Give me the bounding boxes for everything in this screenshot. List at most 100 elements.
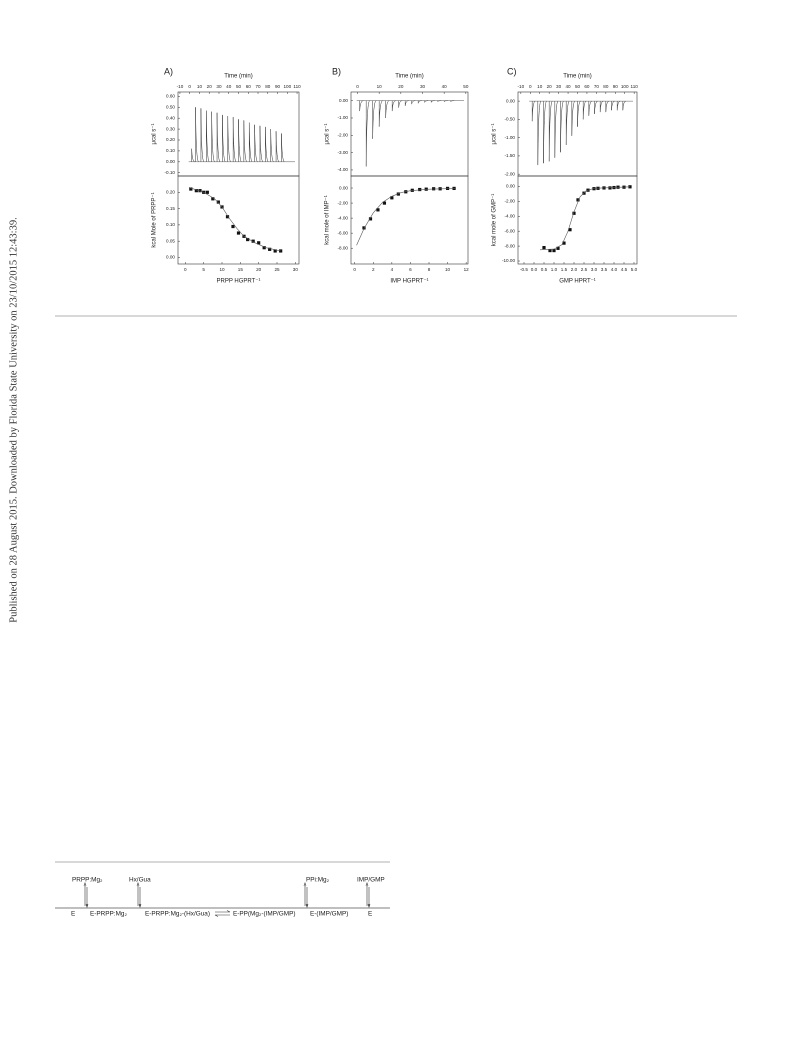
x-tick-label: -10 xyxy=(518,84,525,89)
injection-peak xyxy=(372,100,377,139)
data-point xyxy=(418,187,422,192)
x-tick-label: 110 xyxy=(293,84,301,89)
x-tick-label: 0.5 xyxy=(541,267,548,272)
y-tick-label: -8.00 xyxy=(338,245,349,250)
injection-peak xyxy=(450,100,455,103)
y-tick-label: -8.00 xyxy=(505,243,516,248)
injection-peak xyxy=(548,100,553,162)
y-tick-label: 0.10 xyxy=(166,148,175,153)
x-tick-label: 0 xyxy=(356,84,359,89)
x-tick-label: 20 xyxy=(547,84,553,89)
y-tick-label: 0.00 xyxy=(339,185,348,190)
x-tick-label: 20 xyxy=(256,267,262,272)
fit-curve xyxy=(188,187,281,252)
data-point xyxy=(236,231,241,235)
y-tick-label: -4.00 xyxy=(338,215,349,220)
y-tick-label: 0.00 xyxy=(166,255,175,260)
injection-peak xyxy=(443,100,448,103)
x-tick-label: 20 xyxy=(207,84,213,89)
plot-frame xyxy=(350,175,469,265)
injection-peak xyxy=(275,131,280,163)
species: E-PRPP:Mg₂ xyxy=(90,911,127,918)
equilibrium-arrows xyxy=(83,882,371,917)
species: E-PRPP:Mg₂-(Hx/Gua) xyxy=(145,911,210,918)
injection-peak xyxy=(243,120,248,163)
injection-peak xyxy=(560,100,564,153)
panel-label: C) xyxy=(507,66,517,76)
x-tick-label: 4 xyxy=(391,267,394,272)
data-point xyxy=(382,201,387,205)
injection-peak xyxy=(554,100,559,158)
reagent: IMP/GMP xyxy=(357,877,385,884)
x-tick-label: 50 xyxy=(236,84,242,89)
y-tick-label: -2.00 xyxy=(505,199,516,204)
data-point xyxy=(268,247,272,251)
x-axis-label: PRPP HGPRT⁻¹ xyxy=(217,279,261,285)
x-tick-label: 40 xyxy=(565,84,571,89)
y-axis-label: kcal mole of GMP⁻¹ xyxy=(492,194,498,247)
x-tick-label: -10 xyxy=(177,84,184,89)
injection-peak xyxy=(611,100,615,111)
x-axis-label: Time (min) xyxy=(563,74,591,80)
y-tick-label: -1.00 xyxy=(505,135,516,140)
x-tick-label: 30 xyxy=(293,267,299,272)
injection-peak xyxy=(411,100,416,105)
x-tick-label: 4.0 xyxy=(611,267,618,272)
injection-peak xyxy=(232,117,237,163)
x-tick-label: 2 xyxy=(372,267,375,272)
data-point xyxy=(251,239,255,243)
injection-peak xyxy=(424,100,429,103)
injection-peak xyxy=(270,129,274,163)
data-point xyxy=(194,189,198,193)
injection-peak xyxy=(206,110,210,163)
fit-curve xyxy=(356,188,456,246)
injection-peak xyxy=(430,100,435,103)
data-point xyxy=(376,208,380,212)
reagent: PRPP:Mg₂ xyxy=(72,877,103,884)
y-tick-label: 0.40 xyxy=(166,115,175,120)
injection-peak xyxy=(254,124,258,163)
x-tick-label: 50 xyxy=(463,84,469,89)
reagent: Hx/Gua xyxy=(129,877,151,884)
data-point xyxy=(189,187,193,191)
data-point xyxy=(576,198,580,202)
injection-peak xyxy=(577,100,581,127)
x-tick-label: 10 xyxy=(537,84,543,89)
x-tick-label: 110 xyxy=(631,84,639,89)
y-tick-label: 0.20 xyxy=(166,190,175,195)
species: E xyxy=(368,911,372,918)
injection-peak xyxy=(222,114,226,163)
x-tick-label: 5 xyxy=(202,267,205,272)
y-axis-label: kcal mole of IMP⁻¹ xyxy=(325,195,331,245)
x-tick-label: 80 xyxy=(265,84,271,89)
injection-peak xyxy=(216,112,221,163)
x-tick-label: 100 xyxy=(283,84,291,89)
y-tick-label: -2.00 xyxy=(505,171,516,176)
x-tick-label: 0 xyxy=(529,84,532,89)
x-tick-label: -0.5 xyxy=(520,267,528,272)
y-axis-label: μcal s⁻¹ xyxy=(325,124,331,145)
y-tick-label: 0.00 xyxy=(506,98,515,103)
x-tick-label: 3.5 xyxy=(601,267,608,272)
y-tick-label: -2.00 xyxy=(338,200,349,205)
x-axis-label: GMP HPRT⁻¹ xyxy=(559,279,596,285)
injection-peak xyxy=(227,115,232,163)
x-tick-label: 0 xyxy=(188,84,191,89)
y-tick-label: -6.00 xyxy=(505,228,516,233)
y-tick-label: 0.60 xyxy=(166,94,175,99)
injection-peak xyxy=(191,148,195,163)
x-tick-label: 0 xyxy=(353,267,356,272)
injection-peak xyxy=(594,100,598,114)
data-point xyxy=(572,211,576,215)
x-tick-label: 10 xyxy=(197,84,203,89)
injection-peak xyxy=(365,100,370,167)
data-point xyxy=(216,200,220,204)
y-tick-label: -0.10 xyxy=(165,170,176,175)
data-point xyxy=(246,237,250,242)
y-axis-label: μcal s⁻¹ xyxy=(492,124,498,145)
x-tick-label: 2.0 xyxy=(571,267,578,272)
injection-peak xyxy=(543,100,547,164)
data-point xyxy=(552,248,556,253)
